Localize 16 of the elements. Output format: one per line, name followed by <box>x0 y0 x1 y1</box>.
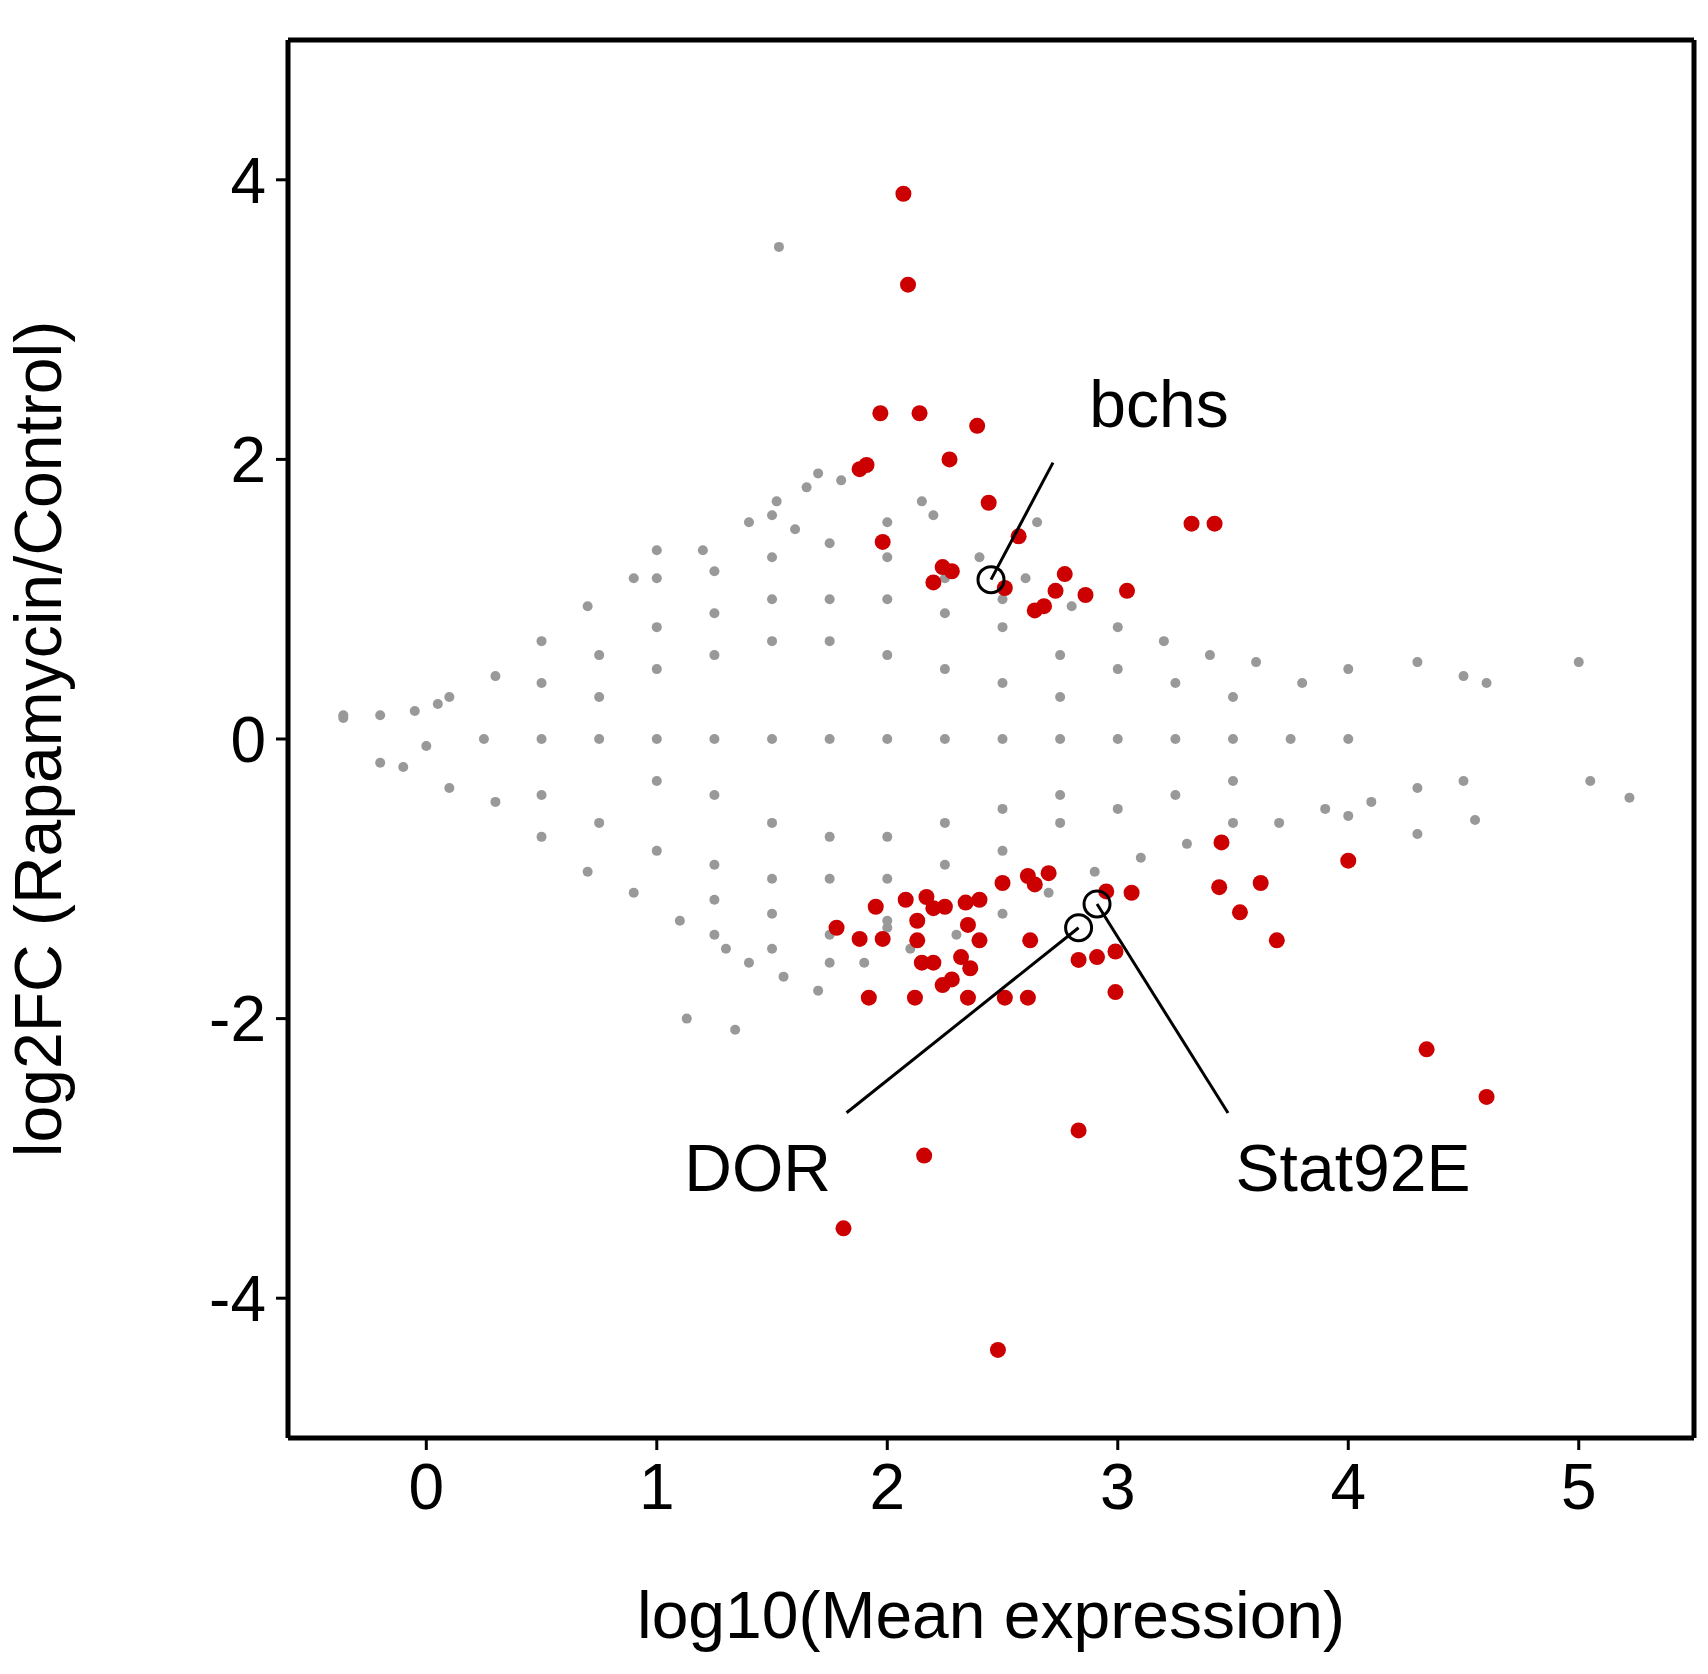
x-tick-label: 2 <box>869 1451 906 1524</box>
annotation: bchs <box>1089 366 1229 441</box>
y-tick-label: 4 <box>230 144 266 217</box>
x-tick-label: 5 <box>1560 1451 1597 1524</box>
x-tick-label: 0 <box>408 1451 445 1524</box>
y-tick-label: 2 <box>230 424 266 497</box>
x-tick-label: 4 <box>1330 1451 1367 1524</box>
y-tick-label: 0 <box>230 703 266 776</box>
x-axis-title: log10(Mean expression) <box>636 1578 1346 1652</box>
annotation: Stat92E <box>1235 1130 1471 1205</box>
y-tick-label: -4 <box>209 1262 266 1335</box>
y-tick-label: -2 <box>209 983 266 1056</box>
x-tick-label: 1 <box>638 1451 675 1524</box>
x-tick-label: 3 <box>1099 1451 1136 1524</box>
y-axis-title: log2FC (Rapamycin/Control) <box>1 320 76 1158</box>
annotation: DOR <box>684 1130 831 1205</box>
